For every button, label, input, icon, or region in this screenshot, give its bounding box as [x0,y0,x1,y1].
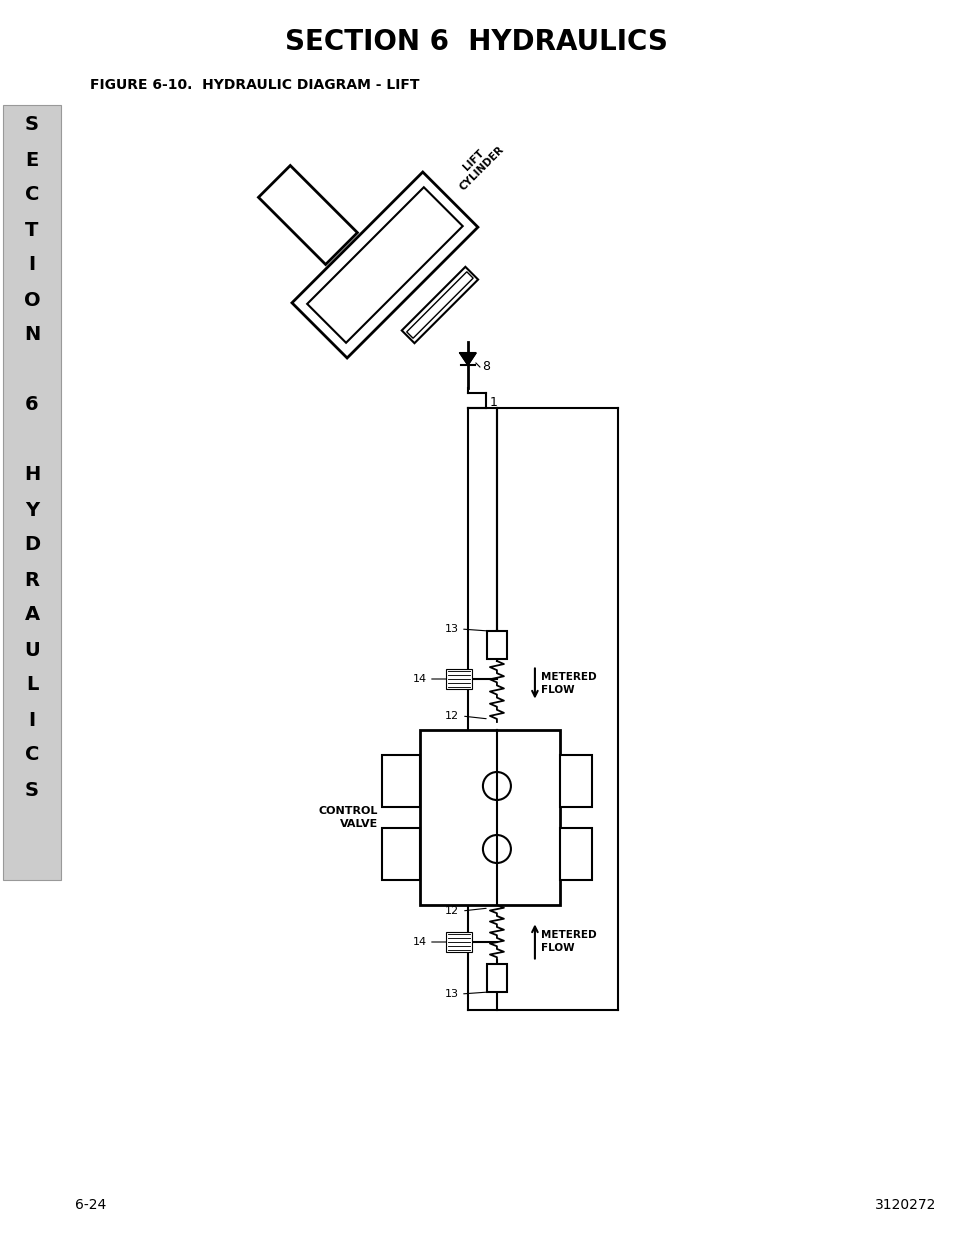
Text: T: T [26,221,39,240]
Text: 6-24: 6-24 [75,1198,106,1212]
Bar [445,669,472,689]
Bar [292,172,477,358]
Circle shape [482,772,511,800]
Text: S: S [25,781,39,799]
Text: METERED
FLOW: METERED FLOW [540,672,596,695]
Text: C: C [25,185,39,205]
Text: U: U [24,641,40,659]
Text: CONTROL
VALVE: CONTROL VALVE [318,806,377,829]
Text: A: A [25,605,39,625]
Text: Y: Y [25,500,39,520]
Text: N: N [24,326,40,345]
Bar [419,730,559,905]
Text: METERED
FLOW: METERED FLOW [540,930,596,952]
Text: C: C [25,746,39,764]
Text: S: S [25,116,39,135]
Text: 14: 14 [413,674,427,684]
Text: 13: 13 [444,624,458,634]
Bar [445,932,472,952]
Bar [401,267,477,343]
Bar [406,272,473,338]
Text: 12: 12 [444,906,458,916]
Polygon shape [459,353,476,366]
Text: 6: 6 [25,395,39,415]
Bar [486,965,506,992]
Text: I: I [29,710,35,730]
Circle shape [482,835,511,863]
Text: LIFT
CYLINDER: LIFT CYLINDER [449,136,505,191]
Text: SECTION 6  HYDRAULICS: SECTION 6 HYDRAULICS [285,28,668,56]
Text: L: L [26,676,38,694]
Text: 14: 14 [413,937,427,947]
Bar [307,188,462,343]
Bar [258,165,357,264]
Text: H: H [24,466,40,484]
Text: 12: 12 [444,711,458,721]
Bar [559,827,591,881]
Text: D: D [24,536,40,555]
Text: I: I [29,256,35,274]
Text: 3120272: 3120272 [874,1198,935,1212]
Text: 8: 8 [481,361,490,373]
Text: E: E [26,151,38,169]
Bar [3,105,61,881]
Bar [486,631,506,659]
Text: FIGURE 6-10.  HYDRAULIC DIAGRAM - LIFT: FIGURE 6-10. HYDRAULIC DIAGRAM - LIFT [90,78,419,91]
Text: 13: 13 [444,989,458,999]
Bar [381,755,419,806]
Text: 1: 1 [490,395,497,409]
Text: O: O [24,290,40,310]
Bar [559,755,591,806]
Bar [381,827,419,881]
Text: R: R [25,571,39,589]
